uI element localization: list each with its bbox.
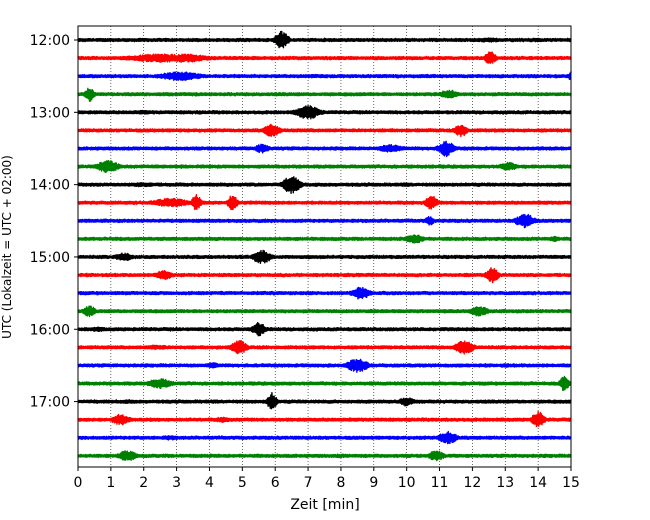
y-axis-ticks: 12:00 13:00 14:00 15:00 16:00 17:00 [30,33,78,411]
trace-1345 [77,159,572,174]
x-tick-label: 7 [304,475,313,491]
trace-1515 [77,267,572,284]
x-tick-label: 12 [463,475,481,491]
trace-1645 [77,375,572,392]
trace-1700 [77,392,572,410]
trace-1215 [77,51,572,64]
trace-1330 [77,140,572,158]
x-tick-label: 2 [139,475,148,491]
trace-1415 [77,194,572,211]
trace-1430 [77,213,572,229]
x-axis-ticks: 0 1 2 3 4 5 6 7 8 9 10 11 12 13 14 15 [74,467,580,491]
trace-1230 [77,71,572,81]
trace-1630 [77,358,572,373]
x-tick-label: 5 [238,475,247,491]
x-tick-label: 8 [336,475,345,491]
y-tick-label: 16:00 [30,322,70,338]
traces-group [77,30,572,462]
y-tick-label: 14:00 [30,178,70,194]
x-tick-label: 11 [431,475,449,491]
trace-1500 [77,249,572,265]
trace-1545 [77,305,572,318]
trace-1730 [77,430,572,445]
x-tick-label: 6 [271,475,280,491]
x-tick-label: 0 [74,475,83,491]
x-axis-label: Zeit [min] [290,497,359,513]
x-tick-label: 13 [496,475,514,491]
x-tick-label: 14 [529,475,547,491]
plot-frame [77,25,572,468]
y-tick-label: 12:00 [30,33,70,49]
y-tick-label: 17:00 [30,395,70,411]
trace-1200 [77,30,572,49]
trace-1715 [77,410,572,428]
trace-1615 [77,340,572,355]
trace-1745 [77,450,572,462]
y-axis-label: UTC (Lokalzeit = UTC + 02:00) [0,155,14,339]
trace-1315 [77,123,572,138]
trace-1245 [77,87,572,102]
x-tick-label: 9 [369,475,378,491]
trace-1400 [77,176,572,195]
x-tick-label: 3 [172,475,181,491]
trace-1300 [77,105,572,120]
trace-1530 [77,286,572,300]
x-tick-label: 4 [205,475,214,491]
trace-1600 [77,322,572,337]
trace-1445 [77,234,572,244]
y-tick-label: 15:00 [30,250,70,266]
y-tick-label: 13:00 [30,105,70,121]
x-tick-label: 1 [106,475,115,491]
x-tick-label: 15 [562,475,580,491]
x-tick-label: 10 [398,475,416,491]
